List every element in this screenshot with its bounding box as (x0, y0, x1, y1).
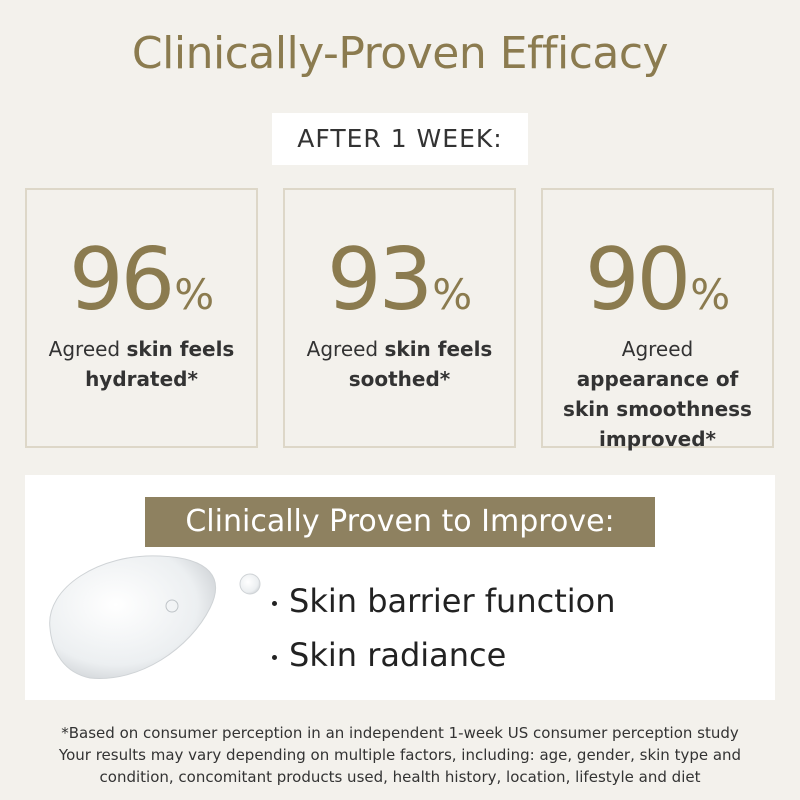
stat-unit: % (432, 270, 473, 319)
stat-value: 90% (543, 230, 772, 330)
stat-number: 96 (68, 230, 175, 330)
benefit-item: Skin radiance (272, 636, 506, 674)
stat-number: 93 (326, 230, 433, 330)
stat-unit: % (690, 270, 731, 319)
benefits-heading: Clinically Proven to Improve: (145, 497, 655, 547)
caption-lead: Agreed (621, 337, 694, 361)
stat-value: 96% (27, 230, 256, 330)
benefit-item: Skin barrier function (272, 582, 615, 620)
footnote-line: *Based on consumer perception in an inde… (61, 724, 739, 742)
benefit-text: Skin barrier function (289, 582, 616, 620)
benefit-text: Skin radiance (289, 636, 507, 674)
title: Clinically-Proven Efficacy (131, 28, 669, 79)
stat-unit: % (174, 270, 215, 319)
caption-emphasis: skin feels hydrated* (85, 337, 235, 391)
footnote: *Based on consumer perception in an inde… (0, 722, 800, 788)
stat-card: 90% Agreed appearance of skin smoothness … (541, 188, 774, 451)
bullet (272, 654, 277, 660)
stat-card: 93% Agreed skin feels soothed* (283, 188, 516, 448)
badge: AFTER 1 WEEK: (272, 113, 528, 165)
stat-caption: Agreed appearance of skin smoothness imp… (543, 334, 772, 454)
caption-emphasis: skin feels soothed* (348, 337, 493, 391)
stat-caption: Agreed skin feels soothed* (285, 334, 514, 394)
footnote-line: condition, concomitant products used, he… (99, 768, 701, 786)
stat-card: 96% Agreed skin feels hydrated* (25, 188, 258, 448)
bullet (272, 600, 277, 606)
caption-lead: Agreed (306, 337, 379, 361)
gel-drop (49, 555, 261, 679)
stat-caption: Agreed skin feels hydrated* (27, 334, 256, 394)
caption-emphasis: appearance of skin smoothness improved* (563, 367, 752, 451)
footnote-line: Your results may vary depending on multi… (58, 746, 742, 764)
stat-number: 90 (584, 230, 691, 330)
caption-lead: Agreed (48, 337, 121, 361)
stat-value: 93% (285, 230, 514, 330)
